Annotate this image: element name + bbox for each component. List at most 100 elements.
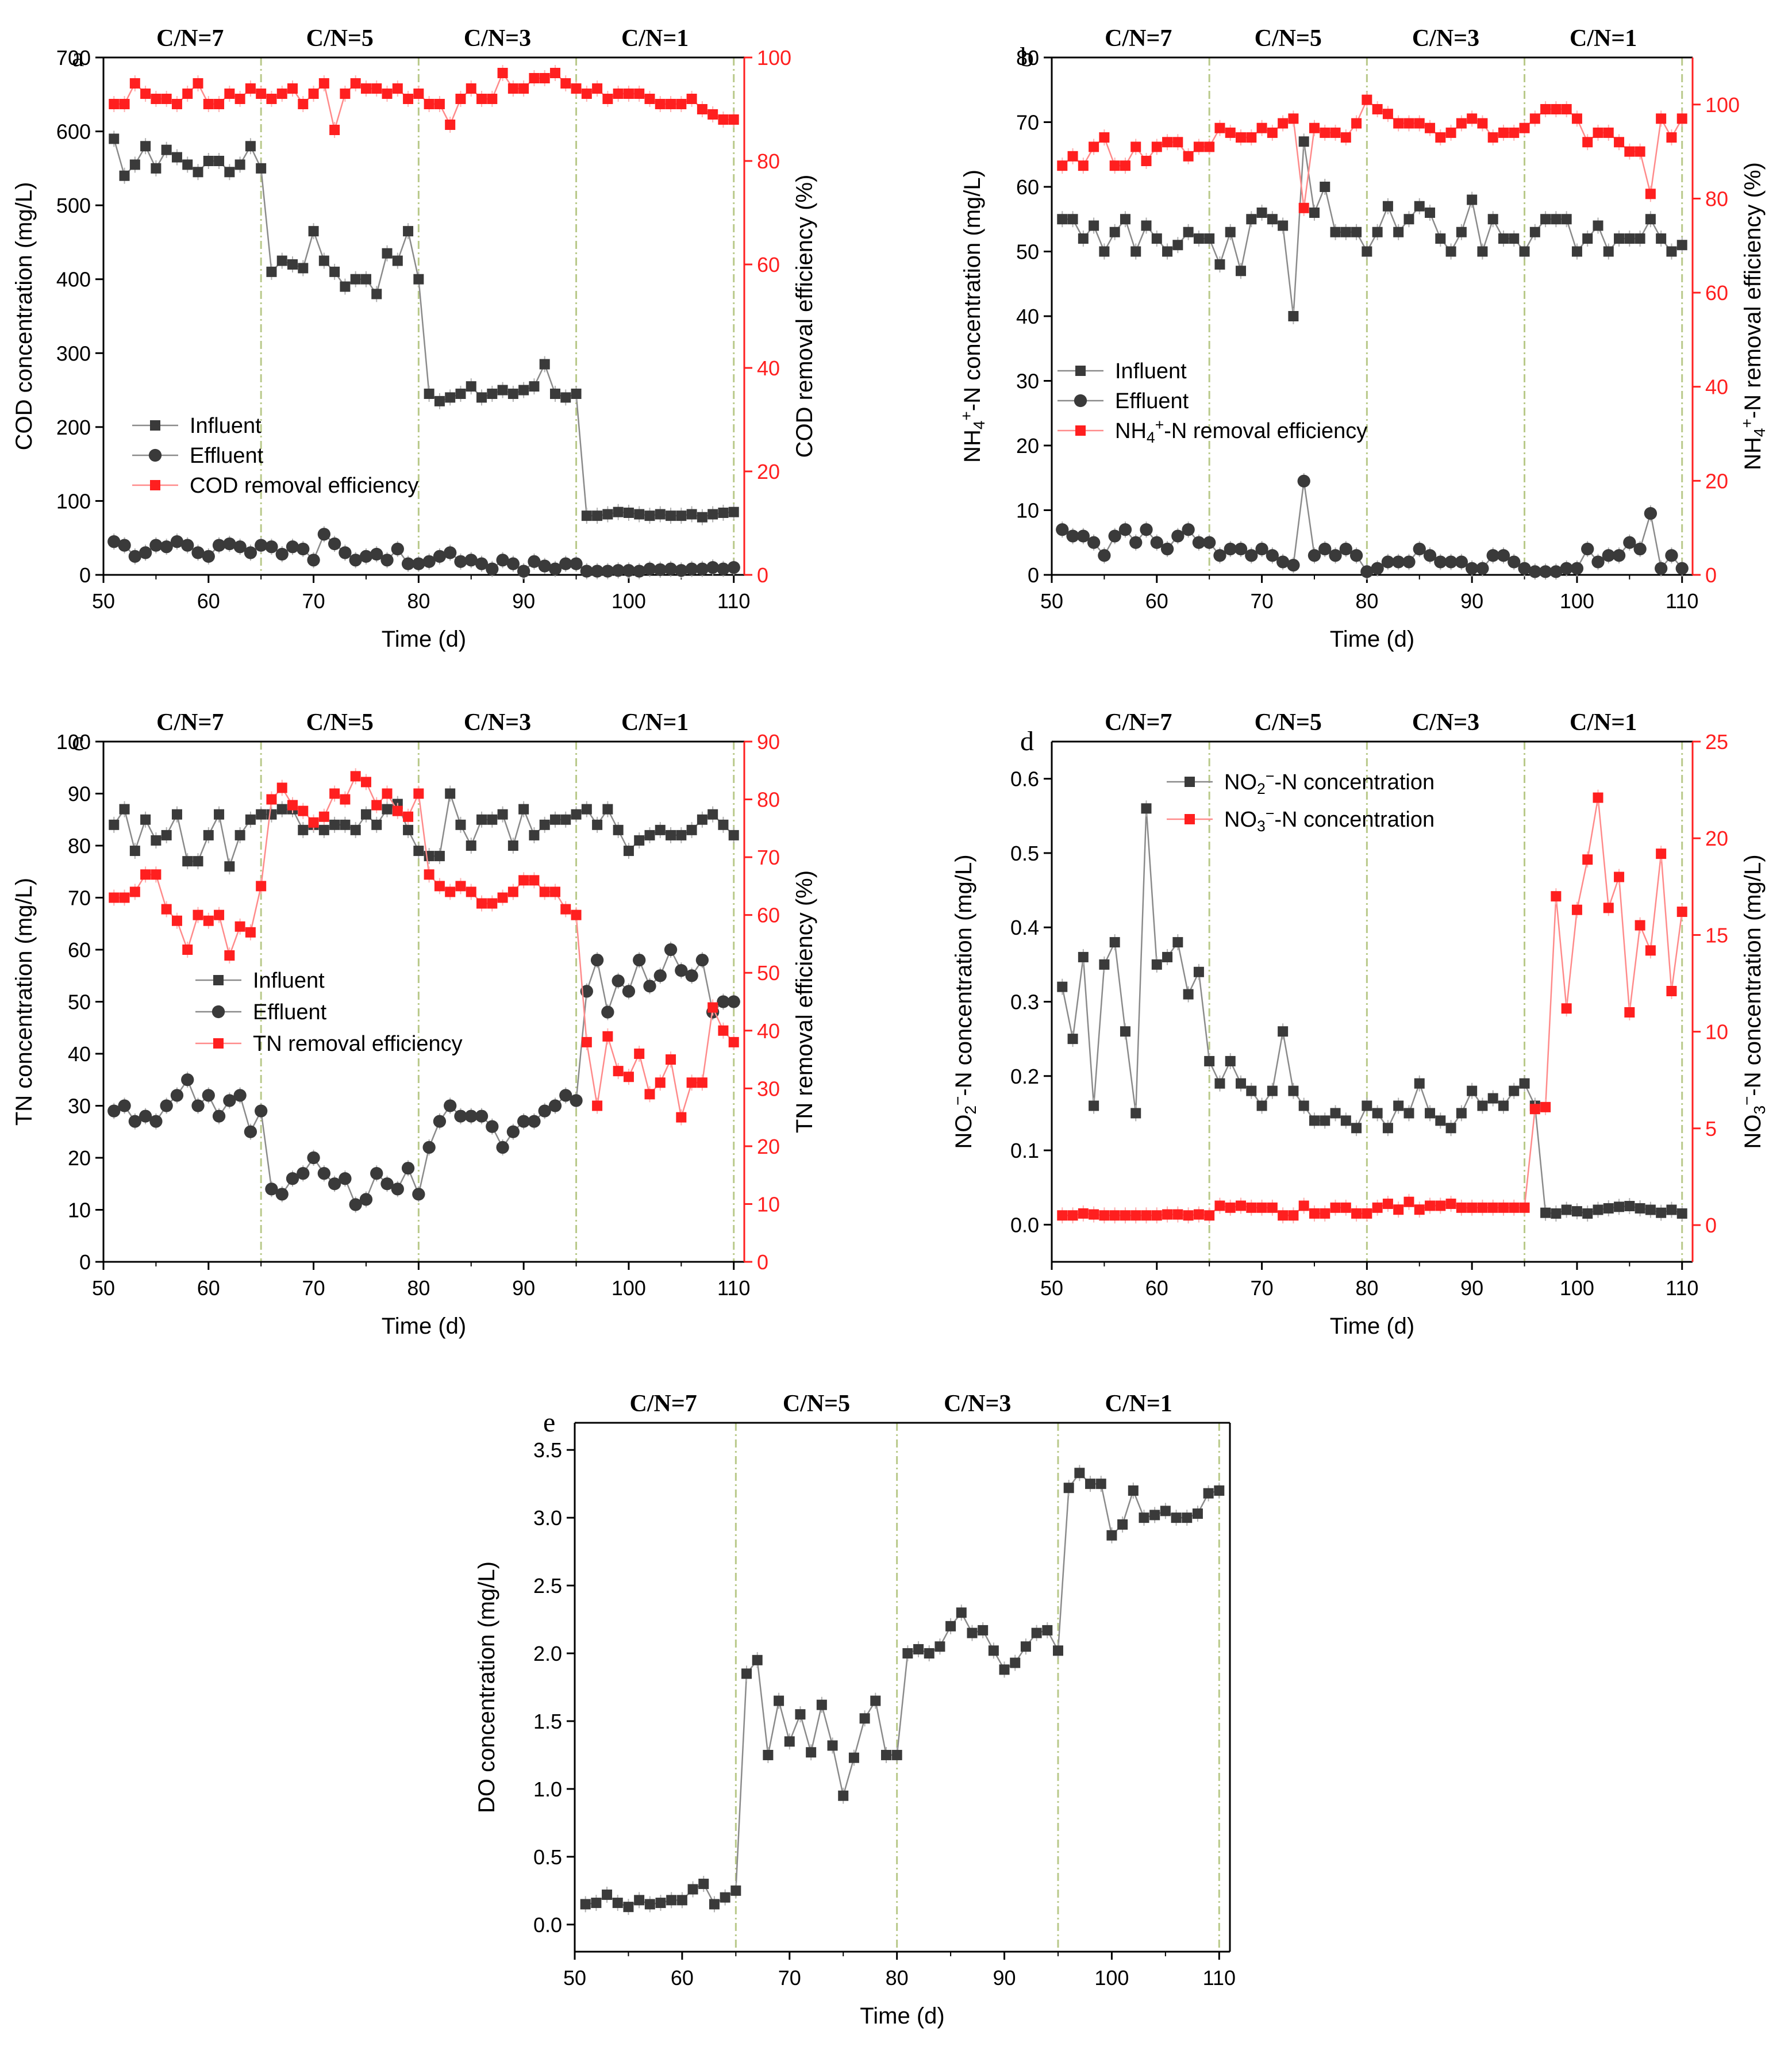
- data-point: [1561, 104, 1572, 114]
- data-point: [1445, 246, 1456, 257]
- y-right-tick-label: 15: [1705, 923, 1728, 947]
- panel-letter: b: [1020, 42, 1034, 72]
- legend: Influent Effluent COD removal efficiency: [132, 414, 418, 498]
- y-tick-label: 0.6: [1010, 767, 1039, 791]
- data-point: [182, 89, 193, 99]
- data-point: [181, 539, 194, 552]
- y-tick-label: 500: [56, 194, 91, 217]
- data-point: [528, 1115, 541, 1128]
- data-point: [1603, 903, 1614, 913]
- data-point: [1330, 127, 1341, 138]
- x-tick-label: 80: [1355, 1276, 1378, 1300]
- data-point: [1477, 1202, 1488, 1213]
- data-point: [171, 99, 182, 109]
- data-point: [1614, 137, 1625, 148]
- panel-letter: d: [1020, 726, 1034, 757]
- data-point: [496, 1141, 509, 1154]
- data-point: [644, 94, 655, 104]
- data-point: [633, 565, 646, 578]
- y-right-tick-label: 100: [757, 46, 791, 70]
- y-tick-label: 20: [1016, 434, 1039, 458]
- data-point: [1465, 562, 1479, 575]
- data-point: [1351, 226, 1362, 237]
- data-point: [433, 1115, 447, 1128]
- y-tick-label: 0: [79, 563, 91, 587]
- legend-marker: [150, 420, 160, 431]
- data-point: [1540, 104, 1551, 114]
- phase-label: C/N=7: [1105, 25, 1172, 52]
- data-point: [697, 104, 707, 114]
- y-tick-label: 0.3: [1010, 990, 1039, 1014]
- data-point: [1213, 549, 1226, 562]
- data-point: [549, 814, 560, 825]
- data-point: [1214, 259, 1225, 270]
- data-point: [507, 389, 518, 399]
- y-right-tick-label: 40: [757, 1019, 780, 1043]
- series-line: [1062, 98, 1683, 208]
- data-point: [424, 99, 434, 109]
- x-tick-label: 80: [1355, 589, 1378, 613]
- series-line: [585, 1472, 1220, 1908]
- data-point: [741, 1668, 752, 1679]
- data-point: [129, 886, 140, 897]
- data-point: [1676, 113, 1687, 124]
- data-point: [1509, 233, 1520, 244]
- data-point: [1529, 113, 1540, 124]
- y-right-tick-label: 0: [1705, 1214, 1717, 1237]
- data-point: [720, 1892, 730, 1903]
- data-point: [1288, 1085, 1299, 1096]
- data-point: [1089, 220, 1099, 231]
- y-right-tick-label: 20: [1705, 469, 1728, 493]
- data-point: [592, 819, 603, 830]
- data-point: [350, 771, 361, 782]
- data-point: [350, 824, 361, 835]
- panel-letter: c: [72, 726, 84, 757]
- data-point: [223, 1094, 236, 1107]
- data-point: [1561, 214, 1572, 225]
- data-point: [466, 381, 476, 392]
- legend-label: NO2−-N concentration: [1224, 767, 1435, 797]
- data-point: [1309, 1115, 1320, 1126]
- data-point: [1172, 240, 1183, 251]
- data-point: [623, 1072, 634, 1082]
- x-tick-label: 90: [1460, 589, 1483, 613]
- data-point: [1117, 1519, 1128, 1530]
- data-point: [1010, 1657, 1021, 1668]
- data-point: [424, 389, 434, 399]
- data-point: [1067, 1210, 1078, 1221]
- data-point: [244, 1125, 257, 1138]
- x-tick-label: 80: [886, 1966, 909, 1990]
- legend-marker: [1074, 394, 1087, 408]
- data-point: [1425, 208, 1436, 218]
- data-point: [1656, 113, 1667, 124]
- data-point: [549, 886, 560, 897]
- data-point: [151, 835, 161, 846]
- data-point: [1382, 109, 1393, 120]
- data-point: [486, 1120, 499, 1133]
- phase-label: C/N=3: [944, 1391, 1011, 1417]
- data-point: [559, 557, 572, 570]
- data-point: [653, 563, 667, 577]
- data-point: [171, 152, 182, 163]
- data-point: [1204, 233, 1215, 244]
- phase-label: C/N=3: [464, 25, 531, 52]
- data-point: [518, 385, 529, 396]
- data-point: [601, 565, 614, 578]
- data-point: [697, 512, 707, 523]
- data-point: [1141, 1210, 1152, 1221]
- data-point: [571, 809, 582, 820]
- data-point: [571, 909, 582, 920]
- data-point: [1067, 1034, 1078, 1045]
- data-point: [1151, 141, 1162, 152]
- data-point: [382, 248, 393, 259]
- data-point: [891, 1749, 902, 1760]
- data-point: [161, 144, 172, 155]
- data-point: [413, 846, 424, 857]
- data-point: [1120, 1026, 1130, 1037]
- data-point: [1666, 985, 1677, 996]
- data-point: [612, 974, 625, 988]
- data-point: [602, 94, 613, 104]
- data-point: [1402, 555, 1416, 569]
- data-point: [1561, 1204, 1572, 1215]
- y-axis-label-right: NO3−-N concentration (mg/L): [1738, 854, 1768, 1149]
